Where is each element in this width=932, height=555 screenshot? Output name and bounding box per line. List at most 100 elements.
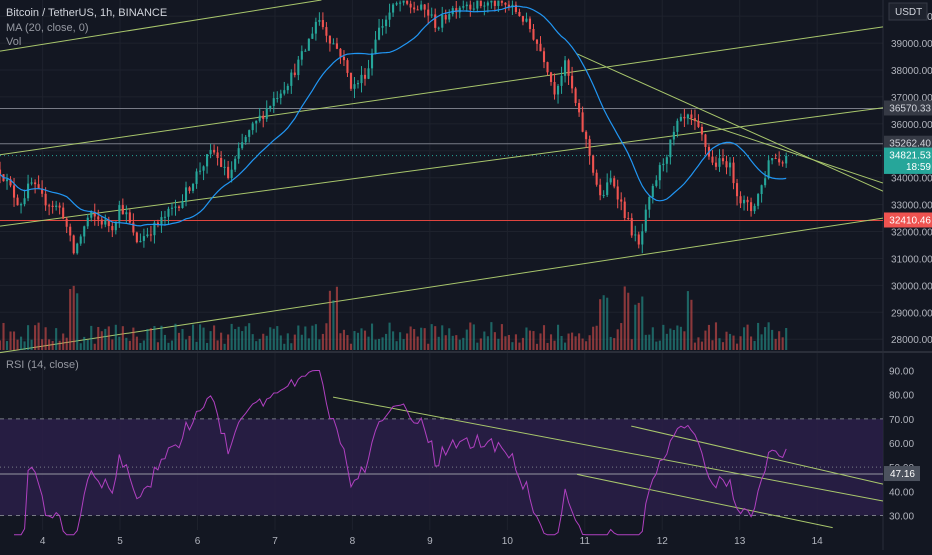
volume-bar <box>700 341 703 350</box>
volume-bar <box>258 338 261 350</box>
volume-bar <box>549 334 553 350</box>
rsi-indicator-label[interactable]: RSI (14, close) <box>6 359 79 371</box>
volume-bar <box>374 339 377 350</box>
price-tick-label: 29000.00 <box>891 308 932 319</box>
candle-body <box>679 116 682 121</box>
candle-body <box>658 165 661 181</box>
volume-bar <box>223 343 226 350</box>
volume-bar <box>16 339 19 350</box>
candle-body <box>441 15 444 28</box>
candle-body <box>304 50 307 52</box>
volume-bar <box>497 338 500 350</box>
candle-body <box>213 149 216 153</box>
candle-body <box>325 27 328 36</box>
volume-bar <box>739 336 742 350</box>
volume-bar <box>595 325 598 350</box>
candle-body <box>23 198 26 205</box>
price-label-box <box>884 135 932 151</box>
volume-bar <box>370 323 374 350</box>
candle-body <box>58 205 61 208</box>
price-label-box <box>884 158 932 174</box>
candle-body <box>121 205 124 215</box>
candle-body <box>237 148 240 159</box>
candle-body <box>683 116 686 119</box>
candle-body <box>764 178 767 186</box>
volume-bars <box>0 285 788 350</box>
currency-button[interactable] <box>888 2 928 21</box>
candle-body <box>535 39 539 44</box>
volume-bar <box>111 339 114 350</box>
candle-body <box>539 43 542 52</box>
rsi-current-box <box>884 466 920 482</box>
volume-bar <box>620 323 623 350</box>
volume-bar <box>658 340 661 350</box>
trendlines <box>0 0 884 529</box>
candle-body <box>483 5 486 7</box>
volume-bar <box>771 329 774 350</box>
volume-bar <box>76 293 79 350</box>
volume-bar <box>381 337 384 350</box>
volume-bar <box>532 331 535 350</box>
candle-body <box>286 85 289 91</box>
volume-bar <box>385 333 388 350</box>
volume-bar <box>637 302 640 350</box>
candle-body <box>174 206 177 208</box>
candle-body <box>721 158 725 162</box>
candle-body <box>181 201 184 209</box>
candle-body <box>546 62 549 73</box>
volume-bar <box>588 335 591 350</box>
volume-bar <box>434 326 437 350</box>
volume-bar <box>255 341 258 350</box>
candle-body <box>402 0 405 3</box>
ma-indicator-label[interactable]: MA (20, close, 0) <box>6 22 89 34</box>
candle-body <box>349 72 353 89</box>
volume-bar <box>0 340 2 350</box>
volume-bar <box>220 332 223 350</box>
candle-body <box>728 162 732 168</box>
candle-body <box>128 212 131 223</box>
volume-indicator-label[interactable]: Vol <box>6 36 21 48</box>
time-tick-label: 7 <box>272 536 278 547</box>
price-label-box <box>884 147 932 163</box>
volume-bar <box>683 331 686 350</box>
candle-body <box>771 158 774 161</box>
volume-bar <box>564 342 567 350</box>
candle-body <box>644 209 647 232</box>
volume-bar <box>514 334 517 350</box>
volume-bar <box>511 342 514 350</box>
candle-body <box>209 149 212 155</box>
candle-body <box>255 120 258 124</box>
candle-body <box>48 205 51 207</box>
volume-bar <box>83 336 86 350</box>
candle-body <box>648 196 651 210</box>
price-label-text: 32410.46 <box>889 215 931 226</box>
candle-body <box>367 68 370 79</box>
price-trendline <box>0 26 884 156</box>
candle-body <box>444 15 447 20</box>
rsi-band-fill <box>0 418 883 516</box>
price-trendline <box>0 0 322 52</box>
candle-body <box>195 171 198 184</box>
candle-body <box>469 4 472 10</box>
candle-body <box>332 43 335 45</box>
candle-body <box>377 27 381 40</box>
candle-body <box>613 178 616 187</box>
volume-bar <box>567 333 570 350</box>
volume-bar <box>377 338 381 350</box>
candle-body <box>521 16 525 22</box>
volume-bar <box>276 326 279 350</box>
candle-body <box>307 38 310 51</box>
symbol-title[interactable]: Bitcoin / TetherUS, 1h, BINANCE <box>6 7 167 19</box>
volume-bar <box>690 299 693 350</box>
time-tick-label: 10 <box>502 536 514 547</box>
candle-body <box>269 105 272 109</box>
price-tick-label: 38000.00 <box>891 66 932 77</box>
volume-bar <box>630 339 633 350</box>
volume-bar <box>602 295 605 350</box>
volume-bar <box>592 326 595 350</box>
candle-body <box>230 169 233 179</box>
volume-bar <box>785 327 788 350</box>
rsi-trendline <box>576 473 833 529</box>
volume-bar <box>490 322 493 350</box>
